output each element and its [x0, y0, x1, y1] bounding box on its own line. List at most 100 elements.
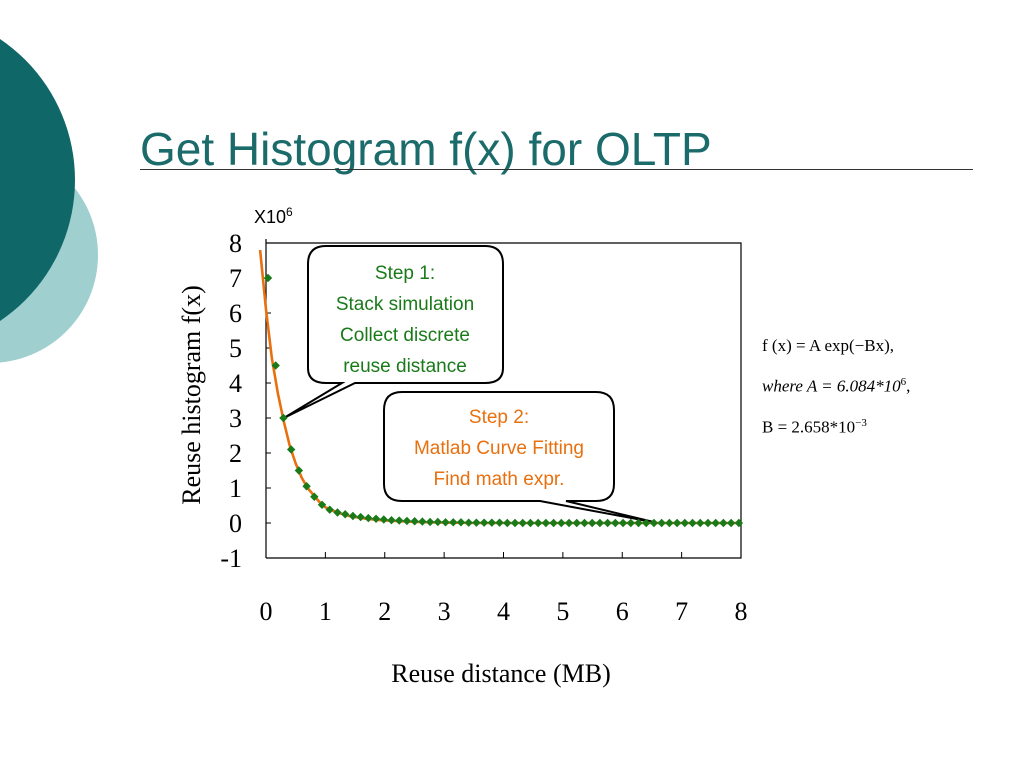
data-point-marker [387, 516, 396, 525]
data-point-marker [526, 518, 535, 528]
y-tick-label: 3 [229, 404, 242, 433]
data-point-marker [294, 466, 304, 475]
formula-line-2-suffix: , [906, 376, 911, 396]
y-tick-label: 4 [229, 369, 242, 398]
decorative-circles [0, 39, 98, 363]
x-tick-label: 5 [556, 597, 569, 626]
data-point-marker [464, 518, 473, 527]
x-tick-label: 8 [735, 597, 748, 626]
data-point-marker [456, 518, 466, 527]
data-point-marker [441, 518, 450, 527]
data-point-marker [325, 505, 334, 514]
data-point-marker [371, 514, 381, 523]
x-axis-ticks: 0 1 2 3 4 5 6 7 8 [260, 552, 748, 626]
x-tick-label: 6 [616, 597, 629, 626]
data-point-marker [572, 518, 581, 528]
data-point-marker [418, 517, 427, 526]
data-point-marker [719, 518, 728, 528]
step2-line: Find math expr. [433, 469, 565, 490]
y-tick-label: 7 [229, 264, 242, 293]
data-point-marker [333, 508, 342, 517]
x-tick-label: 3 [438, 597, 451, 626]
fit-formula: f (x) = A exp(−Bx), where A = 6.084*106,… [762, 328, 910, 445]
data-point-marker [479, 518, 489, 527]
step2-callout-bubble [383, 391, 659, 524]
data-point-marker [726, 518, 736, 528]
data-point-marker [340, 510, 350, 519]
data-point-marker [595, 518, 605, 528]
data-point-marker [680, 518, 690, 528]
step2-line: Step 2: [468, 407, 530, 428]
step2-line: Matlab Curve Fitting [413, 438, 584, 459]
data-point-marker [425, 517, 435, 527]
x-tick-label: 0 [260, 597, 273, 626]
formula-line-3-prefix: B = 2.658*10 [762, 417, 856, 437]
data-point-marker [263, 273, 273, 283]
data-point-marker [611, 518, 620, 528]
data-point-marker [410, 517, 419, 526]
y-multiplier-base: X10 [254, 207, 287, 227]
data-point-marker [603, 518, 612, 528]
formula-line-3-exponent: −3 [855, 416, 867, 429]
x-tick-label: 4 [497, 597, 510, 626]
data-point-marker [402, 516, 412, 526]
callout-shapes [283, 245, 659, 524]
data-point-marker [533, 518, 543, 528]
y-tick-label: 6 [229, 299, 242, 328]
data-point-marker [379, 515, 388, 524]
data-point-marker [665, 518, 674, 528]
y-axis-ticks: -1 0 1 2 3 4 5 6 7 8 [220, 229, 271, 573]
formula-line-2: where A = 6.084*106, [762, 364, 910, 405]
data-point-marker [634, 518, 643, 528]
data-point-marker [541, 518, 551, 528]
step1-line: reuse distance [343, 356, 467, 377]
formula-line-3: B = 2.658*10−3 [762, 405, 910, 446]
step1-callout-text: Step 1: Stack simulation Collect discret… [312, 258, 498, 382]
y-tick-label: 5 [229, 334, 242, 363]
data-point-marker [711, 518, 720, 528]
step1-line: Stack simulation [335, 294, 475, 315]
x-axis-label: Reuse distance (MB) [391, 659, 611, 688]
y-tick-label: -1 [220, 544, 242, 573]
data-point-marker [549, 518, 558, 528]
data-point-marker [518, 518, 527, 528]
y-tick-label: 8 [229, 229, 242, 258]
data-point-marker [395, 516, 404, 525]
step2-callout-text: Step 2: Matlab Curve Fitting Find math e… [386, 402, 612, 495]
y-tick-label: 2 [229, 439, 242, 468]
x-tick-label: 7 [675, 597, 688, 626]
y-axis-label: Reuse histogram f(x) [177, 285, 206, 505]
data-point-marker [310, 492, 319, 501]
x-tick-label: 2 [378, 597, 391, 626]
title-underline [140, 169, 973, 170]
data-point-marker [364, 513, 373, 523]
data-point-marker [495, 518, 504, 527]
data-point-marker [286, 445, 296, 454]
data-point-marker [356, 512, 365, 522]
data-point-marker [510, 518, 520, 528]
data-point-marker [487, 518, 497, 527]
data-point-marker [302, 482, 311, 491]
step1-line: Collect discrete [340, 325, 470, 346]
formula-line-2-prefix: where A = 6.084*10 [762, 376, 901, 396]
data-point-marker [580, 518, 589, 528]
y-tick-label: 1 [229, 474, 242, 503]
formula-line-2-exponent: 6 [900, 376, 907, 388]
data-point-marker [557, 518, 566, 528]
data-point-marker [564, 518, 574, 528]
step1-line: Step 1: [374, 263, 436, 284]
data-point-marker [317, 500, 327, 509]
slide-title: Get Histogram f(x) for OLTP [140, 123, 712, 175]
data-point-marker [734, 518, 744, 528]
data-point-marker [503, 518, 512, 528]
dark-teal-circle [0, 39, 75, 321]
data-point-marker [433, 517, 443, 527]
x-tick-label: 1 [319, 597, 332, 626]
y-multiplier-exponent: 6 [286, 205, 293, 219]
data-point-marker [688, 518, 697, 528]
data-markers [263, 273, 744, 528]
data-point-marker [672, 518, 682, 528]
data-point-marker [657, 518, 666, 528]
y-tick-label: 0 [229, 509, 242, 538]
data-point-marker [271, 361, 280, 370]
